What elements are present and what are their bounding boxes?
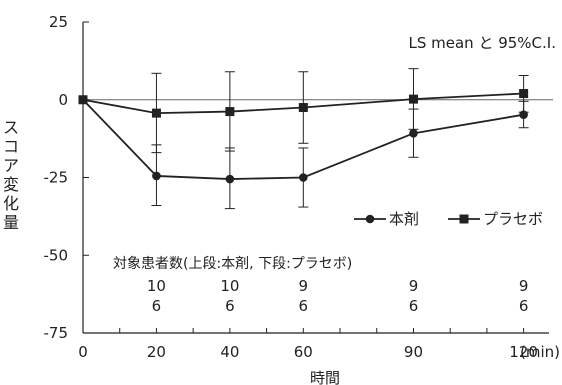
- data-point-placebo: [299, 103, 308, 112]
- data-point-drug: [299, 173, 308, 182]
- data-point-placebo: [409, 95, 418, 104]
- legend-label-placebo: プラセボ: [483, 210, 543, 228]
- x-tick-label: 0: [78, 343, 88, 361]
- data-point-drug: [519, 110, 528, 119]
- legend-label-drug: 本剤: [389, 210, 419, 228]
- patient-count-upper: 9: [519, 277, 529, 295]
- x-unit-label: (min): [520, 343, 560, 361]
- chart-annotation: LS mean と 95%C.I.: [409, 34, 557, 52]
- patient-count-lower: 6: [152, 297, 162, 315]
- y-tick-label: 0: [58, 91, 68, 109]
- data-point-drug: [226, 175, 235, 184]
- patient-count-title: 対象患者数(上段:本剤, 下段:プラセボ): [113, 256, 352, 272]
- x-tick-label: 60: [294, 343, 313, 361]
- patient-count-lower: 6: [519, 297, 529, 315]
- legend-marker-placebo: [460, 215, 469, 224]
- data-point-placebo: [79, 95, 88, 104]
- y-tick-label: -25: [44, 169, 69, 187]
- patient-count-upper: 10: [220, 277, 239, 295]
- data-point-placebo: [152, 109, 161, 118]
- x-axis-label: 時間: [310, 369, 340, 385]
- x-tick-label: 20: [147, 343, 166, 361]
- x-tick-label: 90: [404, 343, 423, 361]
- patient-count-lower: 6: [225, 297, 235, 315]
- patient-count-lower: 6: [409, 297, 419, 315]
- y-tick-label: -75: [44, 324, 69, 342]
- error-bars: [151, 69, 528, 209]
- data-point-drug: [409, 129, 418, 138]
- patient-counts: 10 6 10 6 9 6 9 6 9 6: [147, 277, 529, 315]
- y-tick-label: -50: [44, 246, 69, 264]
- patient-count-upper: 9: [299, 277, 309, 295]
- patient-count-upper: 10: [147, 277, 166, 295]
- legend: 本剤 プラセボ: [354, 210, 543, 228]
- patient-count-upper: 9: [409, 277, 419, 295]
- legend-marker-drug: [366, 215, 375, 224]
- y-tick-label: 25: [49, 13, 68, 31]
- data-point-drug: [152, 172, 161, 181]
- x-tick-label: 40: [220, 343, 239, 361]
- y-axis-label: スコア変化量: [2, 118, 20, 232]
- data-point-placebo: [519, 89, 528, 98]
- patient-count-lower: 6: [299, 297, 309, 315]
- data-point-placebo: [225, 107, 234, 116]
